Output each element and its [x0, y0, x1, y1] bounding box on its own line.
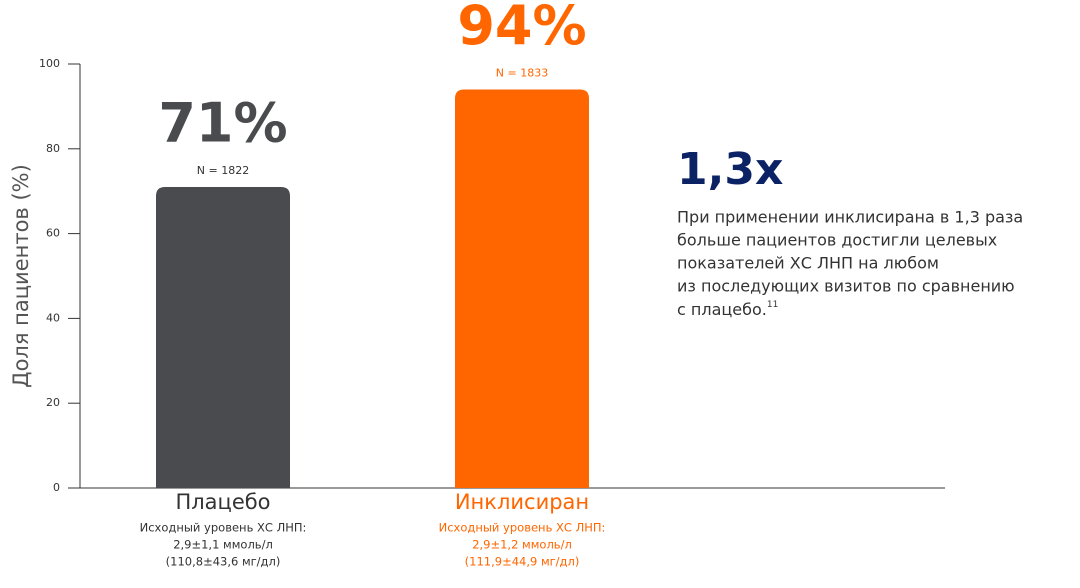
- value-label: 71%: [158, 92, 287, 155]
- annotation-line: больше пациентов достигли целевых: [677, 231, 997, 250]
- bar: [156, 186, 290, 488]
- category-note: Исходный уровень ХС ЛНП:: [140, 521, 307, 535]
- annotation-line: показателей ХС ЛНП на любом: [677, 254, 939, 273]
- category-note: 2,9±1,2 ммоль/л: [472, 538, 572, 552]
- y-tick-label: 40: [46, 311, 60, 324]
- annotation-line: из последующих визитов по сравнению: [677, 277, 1015, 296]
- y-tick-label: 20: [46, 396, 60, 409]
- y-tick-label: 60: [46, 227, 60, 240]
- x-tick-label: Инклисиран: [455, 490, 589, 514]
- y-tick-label: 0: [53, 481, 60, 494]
- annotation-headline: 1,3x: [677, 144, 783, 195]
- y-axis-label: Доля пациентов (%): [9, 164, 33, 388]
- category-note: 2,9±1,1 ммоль/л: [173, 538, 273, 552]
- footnote-ref: 11: [767, 300, 778, 310]
- annotation-line: При применении инклисирана в 1,3 раза: [677, 208, 1023, 227]
- annotation-line: с плацебо.11: [677, 300, 778, 319]
- bar: [455, 89, 589, 488]
- category-note: (111,9±44,9 мг/дл): [465, 555, 580, 569]
- n-label: N = 1822: [197, 164, 249, 177]
- category-note: (110,8±43,6 мг/дл): [166, 555, 281, 569]
- n-label: N = 1833: [496, 66, 548, 79]
- category-note: Исходный уровень ХС ЛНП:: [439, 521, 606, 535]
- x-tick-label: Плацебо: [175, 490, 270, 514]
- annotation-line: с плацебо.: [677, 300, 767, 319]
- value-label: 94%: [457, 0, 586, 57]
- annotation-text: При применении инклисирана в 1,3 раза бо…: [677, 208, 1023, 319]
- y-tick-label: 80: [46, 142, 60, 155]
- y-tick-label: 100: [39, 57, 60, 70]
